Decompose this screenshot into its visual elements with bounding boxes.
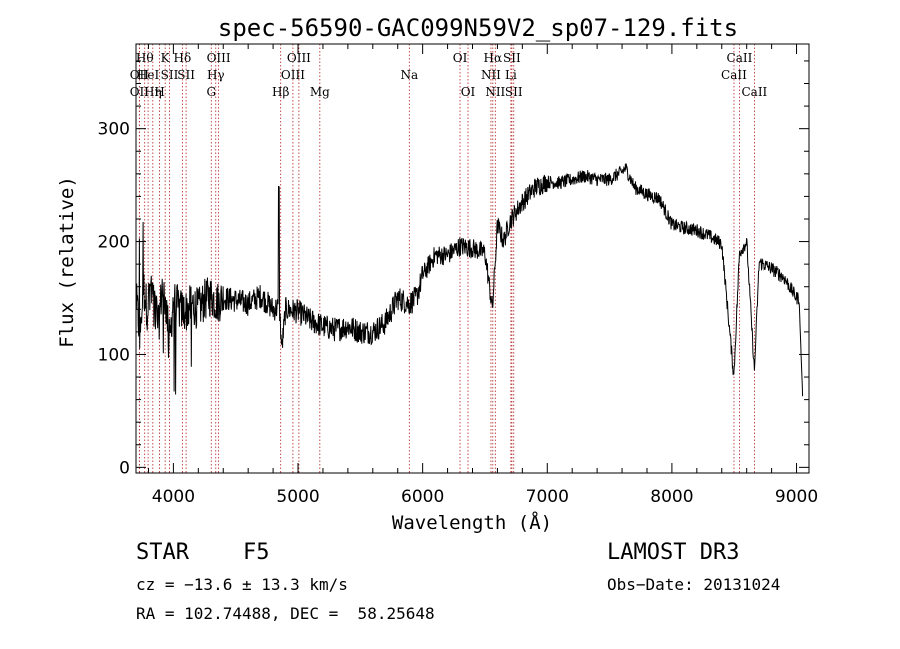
line-marker-label: Hγ [207,68,225,82]
line-marker-label: Hα [484,51,503,65]
y-tick-label: 300 [98,120,130,140]
line-marker-label: H [154,85,164,99]
line-marker-label: OIII [207,51,231,65]
x-tick-label: 9000 [775,487,818,507]
line-marker-label: OI [453,51,468,65]
line-marker-label: CaII [721,68,747,82]
observation-date: Obs−Date: 20131024 [607,575,781,594]
object-subclass: F5 [243,540,270,565]
x-tick-label: 7000 [526,487,569,507]
line-marker-label: OIII [287,51,311,65]
y-tick-label: 200 [98,233,130,253]
x-axis-ticks: 4000 5000 6000 7000 8000 9000 [147,44,818,507]
line-marker-label: SII [177,68,195,82]
x-tick-label: 8000 [650,487,693,507]
line-marker-label: OIII [281,68,305,82]
y-axis-label: Flux (relative) [56,176,78,348]
spectrum-line [135,163,804,397]
x-tick-label: 6000 [401,487,444,507]
line-marker-label: NII [485,85,505,99]
line-marker-label: OII [130,68,150,82]
line-marker-label: K [161,51,171,65]
chart-title: spec-56590-GAC099N59V2_sp07-129.fits [218,14,738,42]
line-marker-label: G [206,85,216,99]
line-marker-label: CaII [741,85,767,99]
x-axis-label: Wavelength (Å) [392,511,552,534]
object-class: STAR [136,540,189,565]
coordinates: RA = 102.74488, DEC = 58.25648 [136,604,435,623]
x-tick-label: 5000 [276,487,319,507]
x-tick-label: 4000 [152,487,195,507]
line-marker-label: CaII [727,51,753,65]
line-marker-label: SII [503,51,521,65]
line-marker-label: OII [130,85,150,99]
redshift-cz: cz = −13.6 ± 13.3 km/s [136,575,348,594]
y-axis-ticks: 0 100 200 300 [98,60,809,478]
plot-frame [135,43,810,474]
line-marker-label: SII [505,85,523,99]
line-markers [138,44,755,473]
y-tick-label: 0 [119,458,130,478]
line-marker-labels: OII OII Hθ HeI HηH K SII Hδ SII G Hγ OIII Hβ OIII OIII… [130,51,768,99]
line-marker-label: Na [400,68,418,82]
line-marker-label: Hδ [174,51,192,65]
line-marker-label: NII [481,68,501,82]
line-marker-label: HeI [137,68,160,82]
line-marker-label: Hη [144,85,162,99]
line-marker-label: Li [505,68,517,82]
y-tick-label: 100 [98,345,130,365]
line-marker-label: OI [461,85,476,99]
line-marker-label: Mg [310,85,330,99]
line-marker-label: SII [161,68,179,82]
line-marker-label: Hθ [136,51,154,65]
survey-name: LAMOST DR3 [607,540,740,565]
line-marker-label: Hβ [272,85,289,99]
